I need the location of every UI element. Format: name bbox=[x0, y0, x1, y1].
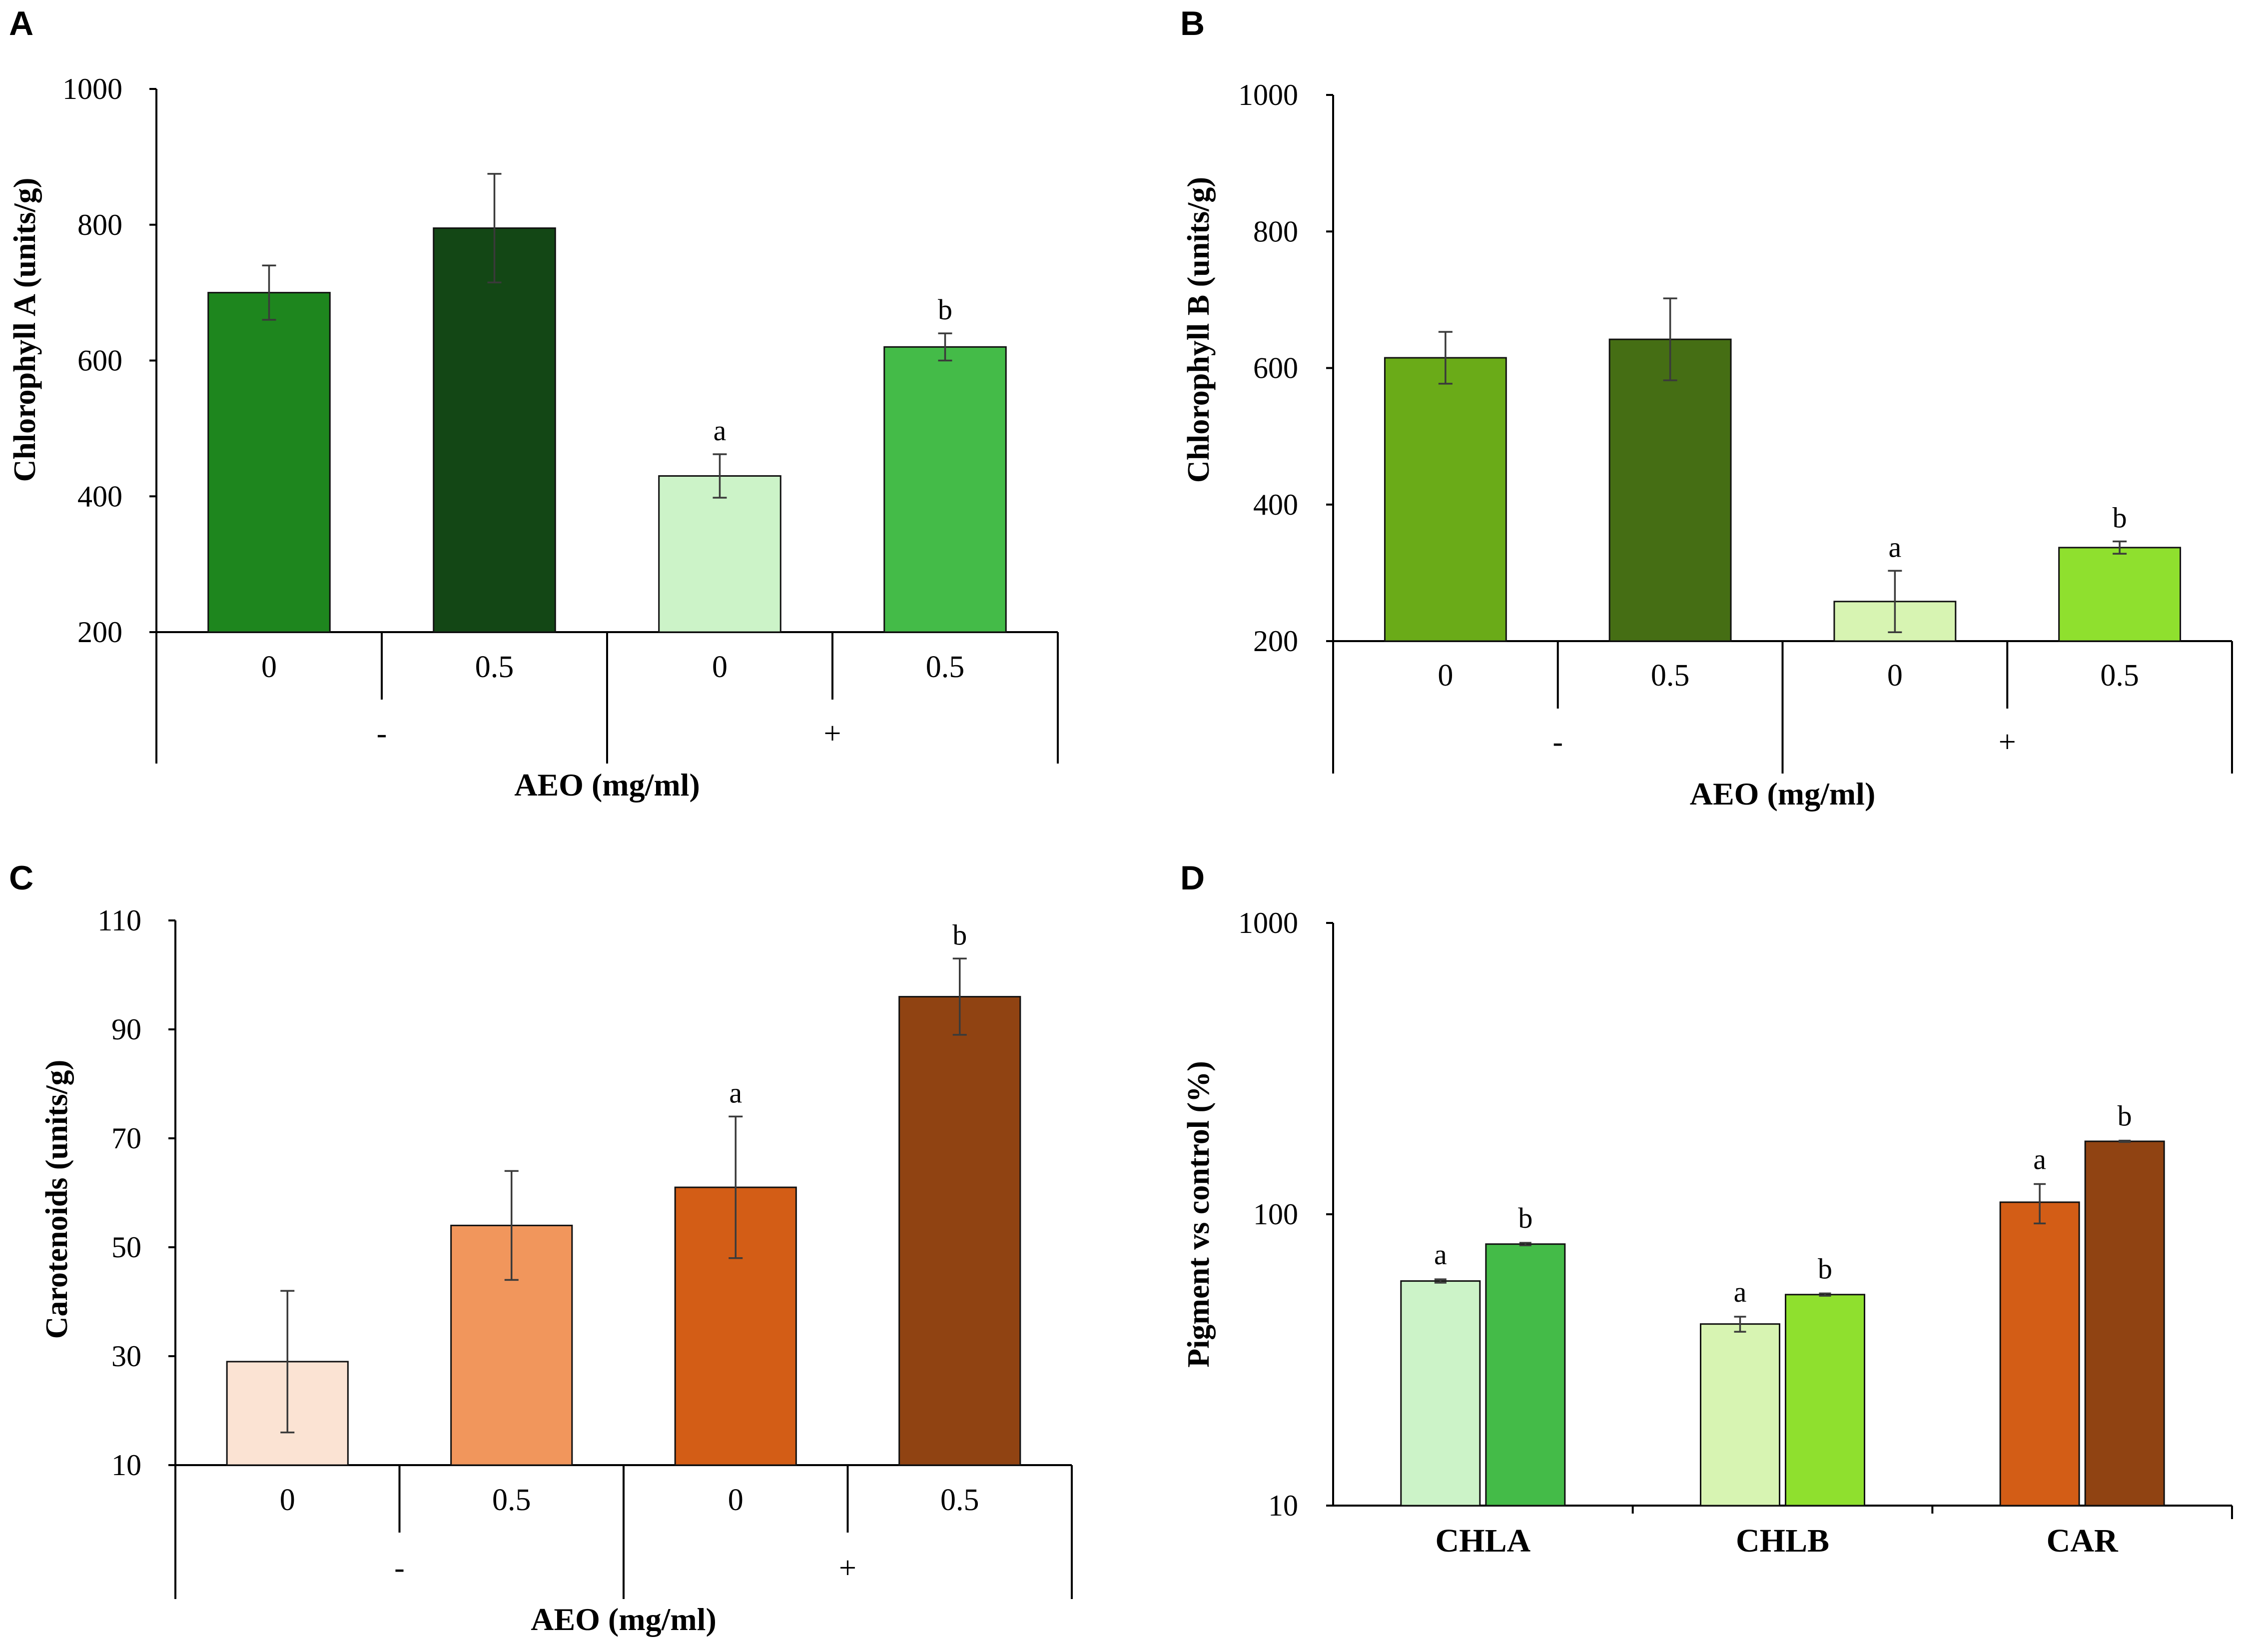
x-category-label: 0.5 bbox=[2100, 659, 2139, 693]
significance-label: a bbox=[1434, 1238, 1447, 1271]
y-tick-label: 1000 bbox=[1238, 906, 1298, 939]
significance-label: b bbox=[952, 918, 967, 951]
group-label: + bbox=[824, 717, 841, 751]
y-axis-label: Chlorophyll A (units/g) bbox=[8, 178, 42, 482]
x-axis-label: AEO (mg/ml) bbox=[531, 1602, 717, 1637]
y-tick-label: 50 bbox=[111, 1231, 141, 1264]
x-category-label: 0.5 bbox=[1651, 659, 1690, 693]
bar-D-CAR-0 bbox=[1999, 1201, 2080, 1507]
significance-label: a bbox=[714, 414, 727, 447]
significance-label: b bbox=[938, 293, 952, 326]
y-tick-label: 600 bbox=[1253, 352, 1298, 385]
significance-label: b bbox=[1818, 1252, 1832, 1285]
bar-B-3 bbox=[2058, 547, 2182, 642]
bar-A-0 bbox=[207, 292, 331, 633]
x-category-label: 0 bbox=[712, 650, 728, 684]
y-tick-label: 10 bbox=[1268, 1489, 1298, 1522]
y-tick-label: 800 bbox=[1253, 215, 1298, 248]
group-label: + bbox=[839, 1551, 856, 1585]
bar-D-CAR-1 bbox=[2084, 1140, 2165, 1507]
significance-label: b bbox=[2113, 502, 2127, 534]
x-category-label: 0 bbox=[1887, 659, 1903, 693]
x-category-label: CHLB bbox=[1736, 1523, 1829, 1559]
panel-label-D: D bbox=[1180, 859, 1205, 897]
panel-label-A: A bbox=[9, 4, 33, 42]
y-tick-label: 70 bbox=[111, 1122, 141, 1155]
chart-D: D 10 100 1000 Pigment vs control (%) a b CHLA a b… bbox=[1180, 859, 2233, 1559]
group-label: + bbox=[1999, 725, 2016, 759]
y-tick-label: 90 bbox=[111, 1013, 141, 1046]
panel-label-B: B bbox=[1180, 4, 1205, 42]
bar-D-CHLB-0 bbox=[1700, 1323, 1780, 1507]
x-category-label: 0.5 bbox=[940, 1483, 979, 1517]
x-category-label: CHLA bbox=[1435, 1523, 1530, 1559]
y-tick-label: 800 bbox=[77, 208, 122, 241]
chart-B: B 200 400 600 800 1000 Chlorophyll B (units/g)… bbox=[1180, 4, 2233, 812]
x-axis-label: AEO (mg/ml) bbox=[514, 767, 700, 803]
group-label: - bbox=[1552, 725, 1563, 759]
bar-A-2 bbox=[658, 475, 781, 633]
bar-D-CHLA-1 bbox=[1485, 1243, 1566, 1507]
bar-C-3 bbox=[898, 996, 1021, 1466]
x-category-label: 0 bbox=[261, 650, 277, 684]
chart-A: A 200 400 600 800 1000 Chlorophyll A (units/g)… bbox=[8, 4, 1059, 803]
significance-label: a bbox=[1734, 1276, 1747, 1308]
significance-label: a bbox=[1889, 531, 1902, 563]
y-tick-label: 600 bbox=[77, 344, 122, 377]
x-category-label: 0.5 bbox=[475, 650, 514, 684]
significance-label: a bbox=[729, 1076, 742, 1109]
group-label: - bbox=[394, 1551, 405, 1585]
y-axis-label: Chlorophyll B (units/g) bbox=[1182, 177, 1216, 483]
y-tick-label: 10 bbox=[111, 1449, 141, 1482]
group-label: - bbox=[377, 717, 387, 751]
y-tick-label: 200 bbox=[1253, 625, 1298, 658]
chart-C: C 10 30 50 70 90 110 Carotenoids (units/g) 0 0.5 a… bbox=[9, 859, 1073, 1637]
bar-B-1 bbox=[1608, 338, 1732, 642]
bar-A-3 bbox=[883, 346, 1007, 633]
x-category-label: CAR bbox=[2047, 1523, 2119, 1559]
bar-A-1 bbox=[433, 227, 556, 633]
x-category-label: 0 bbox=[1438, 659, 1453, 693]
significance-label: b bbox=[2118, 1100, 2132, 1132]
y-tick-label: 200 bbox=[77, 616, 122, 649]
y-tick-label: 400 bbox=[77, 480, 122, 513]
y-tick-label: 110 bbox=[97, 904, 141, 937]
x-category-label: 0 bbox=[728, 1483, 744, 1517]
x-category-label: 0.5 bbox=[926, 650, 965, 684]
significance-label: a bbox=[2033, 1143, 2046, 1175]
y-tick-label: 1000 bbox=[62, 72, 122, 105]
significance-label: b bbox=[1518, 1202, 1532, 1234]
bar-B-0 bbox=[1384, 357, 1507, 642]
y-tick-label: 100 bbox=[1253, 1198, 1298, 1231]
panel-label-C: C bbox=[9, 859, 33, 897]
y-axis-label: Carotenoids (units/g) bbox=[40, 1060, 74, 1339]
y-tick-label: 400 bbox=[1253, 488, 1298, 521]
y-axis-label: Pigment vs control (%) bbox=[1182, 1061, 1216, 1368]
x-category-label: 0.5 bbox=[492, 1483, 531, 1517]
bar-D-CHLA-0 bbox=[1400, 1280, 1481, 1507]
y-tick-label: 30 bbox=[111, 1340, 141, 1373]
x-category-label: 0 bbox=[280, 1483, 295, 1517]
x-axis-label: AEO (mg/ml) bbox=[1690, 776, 1876, 812]
bar-D-CHLB-1 bbox=[1785, 1294, 1865, 1507]
y-tick-label: 1000 bbox=[1238, 78, 1298, 111]
